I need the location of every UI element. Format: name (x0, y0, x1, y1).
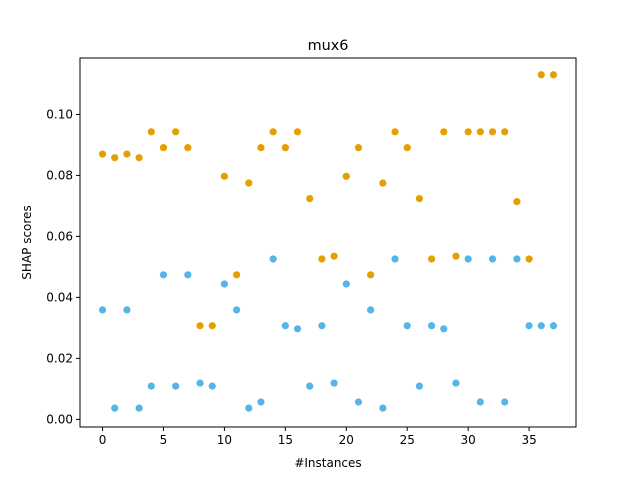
data-point-series1-10 (220, 280, 229, 288)
data-point-series0-10 (220, 172, 229, 180)
data-point-series0-19 (330, 252, 338, 260)
x-axis-label: #Instances (294, 456, 361, 470)
data-point-series0-20 (342, 172, 350, 180)
data-point-series1-8 (196, 379, 204, 387)
y-tick-label: 0.08 (46, 169, 73, 183)
data-point-series1-7 (184, 271, 192, 279)
data-point-series0-8 (196, 322, 204, 330)
data-point-series0-33 (501, 128, 509, 136)
data-point-series1-29 (452, 379, 460, 387)
data-point-series0-37 (549, 71, 558, 79)
data-point-series0-14 (269, 128, 277, 136)
data-point-series1-35 (525, 322, 533, 330)
data-point-series1-13 (257, 398, 265, 406)
y-tick-label: 0.02 (46, 352, 73, 366)
y-tick-label: 0.10 (46, 108, 73, 122)
data-point-series0-30 (464, 128, 472, 136)
x-tick-label: 25 (400, 433, 415, 447)
data-point-series1-37 (549, 322, 558, 330)
data-point-series0-18 (318, 255, 326, 263)
data-point-series1-9 (208, 382, 216, 390)
data-point-series0-3 (135, 154, 143, 162)
data-point-series0-35 (525, 255, 533, 263)
data-point-series0-6 (172, 128, 180, 136)
data-point-series1-23 (379, 404, 387, 412)
data-point-series0-25 (403, 144, 411, 152)
y-axis-label: SHAP scores (20, 205, 34, 279)
x-tick-label: 5 (160, 433, 168, 447)
data-point-series1-5 (159, 271, 168, 279)
data-point-series1-6 (172, 382, 180, 390)
data-point-series1-0 (98, 306, 107, 314)
data-point-series0-36 (537, 71, 545, 79)
data-point-series1-4 (147, 382, 155, 390)
data-point-series0-0 (98, 150, 107, 158)
y-tick-label: 0.00 (46, 413, 73, 427)
data-point-series0-5 (159, 144, 168, 152)
data-point-series1-20 (342, 280, 350, 288)
data-point-series1-25 (403, 322, 411, 330)
data-point-series0-29 (452, 252, 460, 260)
data-point-series1-24 (391, 255, 399, 263)
data-point-series0-16 (293, 128, 302, 136)
x-tick-label: 30 (461, 433, 476, 447)
data-point-series0-27 (427, 255, 436, 263)
data-point-series1-31 (476, 398, 484, 406)
data-point-series1-27 (427, 322, 436, 330)
chart-axes: 0 5 10 15 20 25 30 35 0.00 0.02 0.04 0.06 0.08 0.10 (46, 57, 577, 447)
data-point-series0-28 (440, 128, 448, 136)
data-point-series0-12 (245, 179, 253, 187)
data-point-series1-22 (367, 306, 375, 314)
data-point-series1-15 (281, 322, 289, 330)
data-point-series0-32 (488, 128, 497, 136)
data-point-series0-26 (415, 194, 423, 203)
data-point-series0-24 (391, 128, 399, 136)
data-point-series1-2 (123, 306, 131, 314)
data-point-series1-30 (464, 255, 472, 263)
x-tick-label: 10 (217, 433, 232, 447)
data-point-series1-19 (330, 379, 338, 387)
data-point-series1-17 (306, 382, 314, 390)
data-point-series1-26 (415, 382, 423, 390)
data-point-series0-31 (476, 128, 484, 136)
data-point-series0-13 (257, 144, 265, 152)
data-point-series0-11 (233, 271, 241, 279)
chart-title: mux6 (308, 38, 349, 54)
data-point-series1-28 (440, 325, 448, 333)
data-point-series1-16 (293, 325, 302, 333)
data-point-series1-33 (501, 398, 509, 406)
data-point-series1-14 (269, 255, 277, 263)
data-point-series0-7 (184, 144, 192, 152)
x-tick-label: 35 (521, 433, 536, 447)
data-point-series1-12 (245, 404, 253, 412)
data-point-series1-11 (233, 306, 241, 314)
data-point-series1-34 (513, 255, 521, 263)
chart-marks (98, 71, 558, 412)
data-point-series1-1 (111, 404, 119, 412)
data-point-series1-32 (488, 255, 497, 263)
data-point-series0-9 (208, 322, 216, 330)
data-point-series1-36 (537, 322, 545, 330)
data-point-series0-34 (513, 198, 521, 206)
data-point-series1-21 (354, 398, 363, 406)
data-point-series1-3 (135, 404, 143, 412)
data-point-series0-15 (281, 144, 289, 152)
x-tick-label: 15 (278, 433, 293, 447)
data-point-series1-18 (318, 322, 326, 330)
x-tick-label: 20 (339, 433, 354, 447)
plot-frame (79, 57, 577, 428)
data-point-series0-17 (306, 194, 314, 203)
data-point-series0-21 (354, 144, 363, 152)
data-point-series0-2 (123, 150, 131, 158)
data-point-series0-1 (111, 154, 119, 162)
data-point-series0-4 (147, 128, 155, 136)
y-tick-label: 0.06 (46, 230, 73, 244)
data-point-series0-22 (367, 271, 375, 279)
x-tick-label: 0 (99, 433, 107, 447)
y-tick-label: 0.04 (46, 291, 73, 305)
data-point-series0-23 (379, 179, 387, 187)
